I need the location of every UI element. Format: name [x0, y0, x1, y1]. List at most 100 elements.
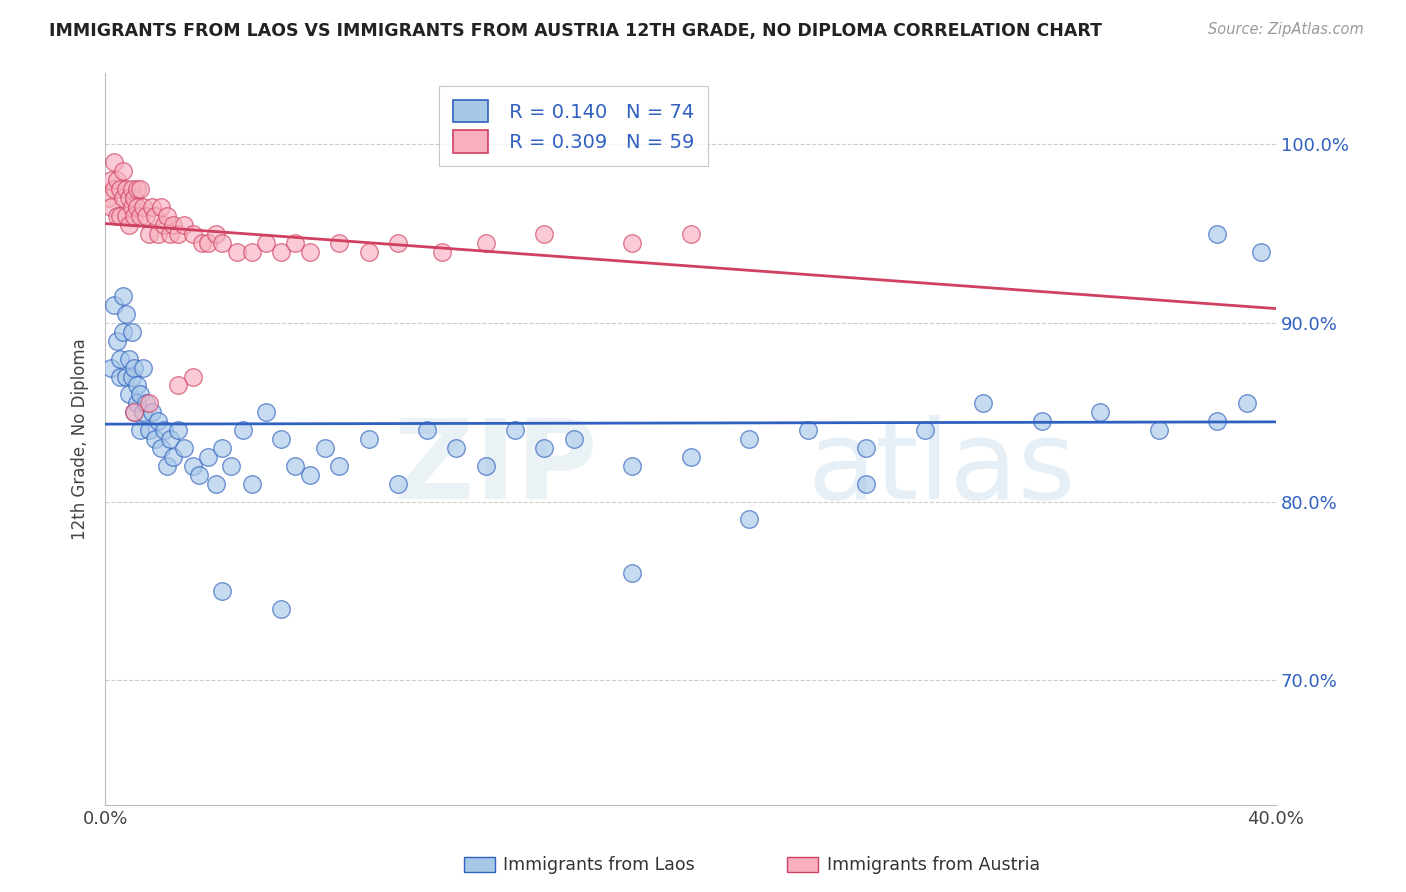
Point — [138, 396, 160, 410]
Point — [474, 458, 496, 473]
Point — [114, 182, 136, 196]
Point — [738, 512, 761, 526]
Point — [181, 369, 204, 384]
Point — [138, 227, 160, 241]
Point — [167, 378, 190, 392]
Point — [103, 155, 125, 169]
Point — [117, 387, 139, 401]
Point — [270, 601, 292, 615]
Point — [117, 191, 139, 205]
Point — [181, 458, 204, 473]
Point — [127, 396, 149, 410]
Point — [129, 423, 152, 437]
Point — [299, 467, 322, 482]
Point — [111, 289, 134, 303]
Point — [240, 476, 263, 491]
Point — [855, 476, 877, 491]
Point — [205, 227, 228, 241]
Point — [314, 441, 336, 455]
Point — [197, 450, 219, 464]
Point — [357, 244, 380, 259]
Point — [114, 209, 136, 223]
Point — [1147, 423, 1170, 437]
Point — [121, 182, 143, 196]
Point — [211, 235, 233, 250]
Point — [138, 423, 160, 437]
Point — [100, 200, 122, 214]
Point — [129, 182, 152, 196]
Point — [121, 325, 143, 339]
Point — [474, 235, 496, 250]
Point — [173, 441, 195, 455]
Point — [132, 405, 155, 419]
Point — [621, 566, 644, 580]
Point — [149, 441, 172, 455]
Point — [254, 235, 277, 250]
Point — [156, 458, 179, 473]
Point — [679, 227, 702, 241]
Point — [105, 173, 128, 187]
Point — [111, 191, 134, 205]
Point — [152, 423, 174, 437]
Point — [103, 298, 125, 312]
Text: Immigrants from Laos: Immigrants from Laos — [503, 856, 695, 874]
Point — [621, 458, 644, 473]
Point — [226, 244, 249, 259]
Point — [135, 209, 157, 223]
Point — [1236, 396, 1258, 410]
Point — [914, 423, 936, 437]
Point — [254, 405, 277, 419]
Point — [211, 583, 233, 598]
Point — [114, 369, 136, 384]
Point — [1206, 227, 1229, 241]
Point — [181, 227, 204, 241]
Point — [129, 387, 152, 401]
Point — [146, 414, 169, 428]
Point — [328, 458, 350, 473]
Point — [97, 191, 120, 205]
Point — [270, 244, 292, 259]
Point — [197, 235, 219, 250]
Point — [187, 467, 209, 482]
Point — [533, 441, 555, 455]
Point — [328, 235, 350, 250]
Point — [191, 235, 214, 250]
Point — [100, 360, 122, 375]
Point — [1250, 244, 1272, 259]
Point — [117, 218, 139, 232]
Point — [387, 235, 409, 250]
Point — [127, 200, 149, 214]
Point — [533, 227, 555, 241]
Point — [430, 244, 453, 259]
Point — [105, 334, 128, 348]
Point — [117, 351, 139, 366]
Point — [270, 432, 292, 446]
Point — [143, 432, 166, 446]
Point — [387, 476, 409, 491]
Point — [121, 200, 143, 214]
Point — [141, 405, 163, 419]
Point — [562, 432, 585, 446]
Point — [124, 209, 146, 223]
Point — [156, 209, 179, 223]
Point — [796, 423, 818, 437]
Point — [146, 227, 169, 241]
Point — [232, 423, 254, 437]
Point — [132, 360, 155, 375]
Point — [127, 378, 149, 392]
Point — [162, 450, 184, 464]
Point — [135, 396, 157, 410]
Point — [1090, 405, 1112, 419]
Point — [1206, 414, 1229, 428]
Point — [159, 227, 181, 241]
Point — [173, 218, 195, 232]
Text: IMMIGRANTS FROM LAOS VS IMMIGRANTS FROM AUSTRIA 12TH GRADE, NO DIPLOMA CORRELATI: IMMIGRANTS FROM LAOS VS IMMIGRANTS FROM … — [49, 22, 1102, 40]
Point — [114, 307, 136, 321]
Text: Source: ZipAtlas.com: Source: ZipAtlas.com — [1208, 22, 1364, 37]
Point — [152, 218, 174, 232]
Point — [100, 173, 122, 187]
Point — [149, 200, 172, 214]
Point — [679, 450, 702, 464]
Point — [299, 244, 322, 259]
Text: atlas: atlas — [807, 415, 1076, 522]
